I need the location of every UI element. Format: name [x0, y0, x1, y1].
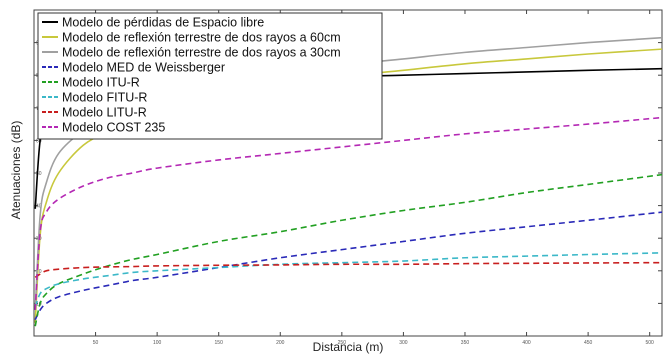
x-tick-label: 100 [153, 340, 162, 346]
legend-label: Modelo de reflexión terrestre de dos ray… [62, 46, 341, 60]
x-tick-label: 400 [522, 340, 531, 346]
x-tick-label: 350 [461, 340, 470, 346]
x-tick-label: 450 [584, 340, 593, 346]
series-line-4 [34, 211, 663, 321]
legend-label: Modelo de pérdidas de Espacio libre [62, 16, 264, 30]
legend-label: Modelo FITU-R [62, 91, 147, 105]
y-axis-label: Atenuaciones (dB) [9, 121, 23, 220]
legend-label: Modelo ITU-R [62, 76, 140, 90]
legend-label: Modelo de reflexión terrestre de dos ray… [62, 31, 341, 45]
series-line-8 [34, 116, 663, 310]
legend-label: Modelo COST 235 [62, 121, 165, 135]
y-tick-label: 20 [36, 269, 42, 275]
y-tick-label: 50 [36, 171, 42, 177]
x-tick-label: 150 [215, 340, 224, 346]
series-line-6 [34, 252, 663, 307]
x-tick-label: 300 [399, 340, 408, 346]
x-tick-label: 200 [276, 340, 285, 346]
x-axis-label: Distancia (m) [313, 340, 384, 354]
legend-label: Modelo LITU-R [62, 106, 147, 120]
legend-box [37, 12, 383, 140]
legend: Modelo de pérdidas de Espacio libreModel… [37, 12, 383, 140]
y-tick-label: 10 [36, 301, 42, 307]
y-tick-label: 40 [36, 204, 42, 210]
series-line-5 [34, 173, 663, 327]
x-tick-label: 500 [646, 340, 655, 346]
legend-label: Modelo MED de Weissberger [62, 61, 225, 75]
y-tick-label: 60 [36, 138, 42, 144]
x-tick-label: 50 [93, 340, 99, 346]
x-tick-label: 250 [338, 340, 347, 346]
